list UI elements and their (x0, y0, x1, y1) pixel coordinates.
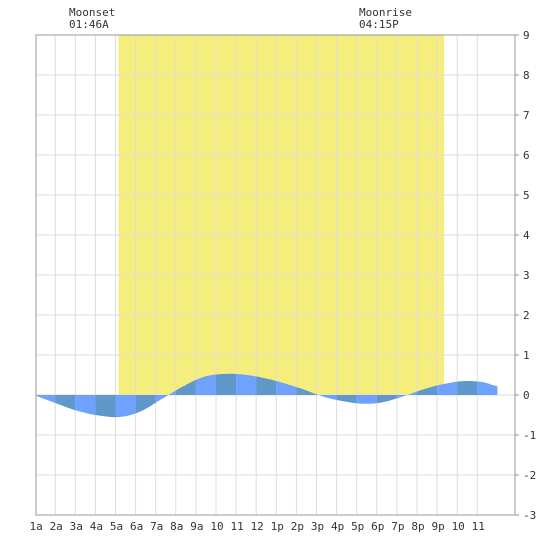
y-tick-label: 0 (523, 389, 530, 402)
tide-segment (115, 395, 136, 418)
y-tick-label: 3 (523, 269, 530, 282)
tide-segment (276, 381, 297, 395)
x-tick-label: 2a (50, 520, 63, 533)
moonset-time: 01:46A (69, 18, 109, 31)
moonset-annotation: Moonset 01:46A (69, 7, 115, 31)
tide-segment (477, 381, 498, 395)
tide-segment (256, 376, 277, 395)
y-tick-label: 4 (523, 229, 530, 242)
tide-segment (457, 380, 478, 395)
x-tick-label: 5a (110, 520, 123, 533)
x-tick-label: 5p (351, 520, 364, 533)
y-tick-label: 5 (523, 189, 530, 202)
x-tick-label: 8p (411, 520, 424, 533)
moonrise-annotation: Moonrise 04:15P (359, 7, 412, 31)
tide-segment (336, 395, 357, 404)
moonset-title: Moonset (69, 6, 116, 19)
x-tick-label: 4a (90, 520, 103, 533)
x-tick-label: 8a (170, 520, 183, 533)
tide-segment (417, 385, 438, 395)
x-tick-label: 9p (431, 520, 444, 533)
y-tick-label: -1 (523, 429, 536, 442)
x-tick-label: 7p (391, 520, 404, 533)
x-tick-label: 11 (230, 520, 243, 533)
x-tick-label: 7a (150, 520, 163, 533)
x-tick-label: 4p (331, 520, 344, 533)
tide-segment (396, 391, 417, 399)
tide-segment (155, 390, 176, 403)
x-tick-label: 9a (190, 520, 203, 533)
tide-segment (216, 373, 237, 395)
y-tick-label: -3 (523, 509, 536, 522)
y-tick-label: 2 (523, 309, 530, 322)
tide-segment (236, 373, 257, 395)
tide-segment (356, 395, 377, 404)
x-tick-label: 11 (472, 520, 485, 533)
x-tick-label: 2p (291, 520, 304, 533)
x-tick-label: 3p (311, 520, 324, 533)
y-tick-label: 9 (523, 29, 530, 42)
y-tick-label: 1 (523, 349, 530, 362)
x-tick-label: 12 (251, 520, 264, 533)
tide-segment (437, 381, 458, 395)
tide-segment (316, 394, 337, 400)
x-tick-label: 3a (70, 520, 83, 533)
tide-segment (55, 395, 76, 411)
tide-segment (195, 374, 216, 395)
y-tick-label: 6 (523, 149, 530, 162)
x-tick-label: 10 (210, 520, 223, 533)
y-tick-label: -2 (523, 469, 536, 482)
tide-segment (75, 395, 96, 415)
daylight-band (118, 35, 445, 395)
y-tick-label: 8 (523, 69, 530, 82)
tide-segment (175, 379, 196, 395)
tide-segment (135, 395, 156, 414)
x-tick-label: 6p (371, 520, 384, 533)
moonrise-time: 04:15P (359, 18, 399, 31)
x-tick-label: 1a (29, 520, 42, 533)
x-tick-label: 10 (452, 520, 465, 533)
moonrise-title: Moonrise (359, 6, 412, 19)
tide-segment (36, 395, 56, 403)
tide-segment (95, 395, 116, 418)
tide-segment (15, 390, 35, 395)
x-tick-label: 6a (130, 520, 143, 533)
x-tick-label: 1p (271, 520, 284, 533)
tide-segment (296, 387, 317, 395)
y-tick-label: 7 (523, 109, 530, 122)
tide-segment (376, 395, 397, 404)
